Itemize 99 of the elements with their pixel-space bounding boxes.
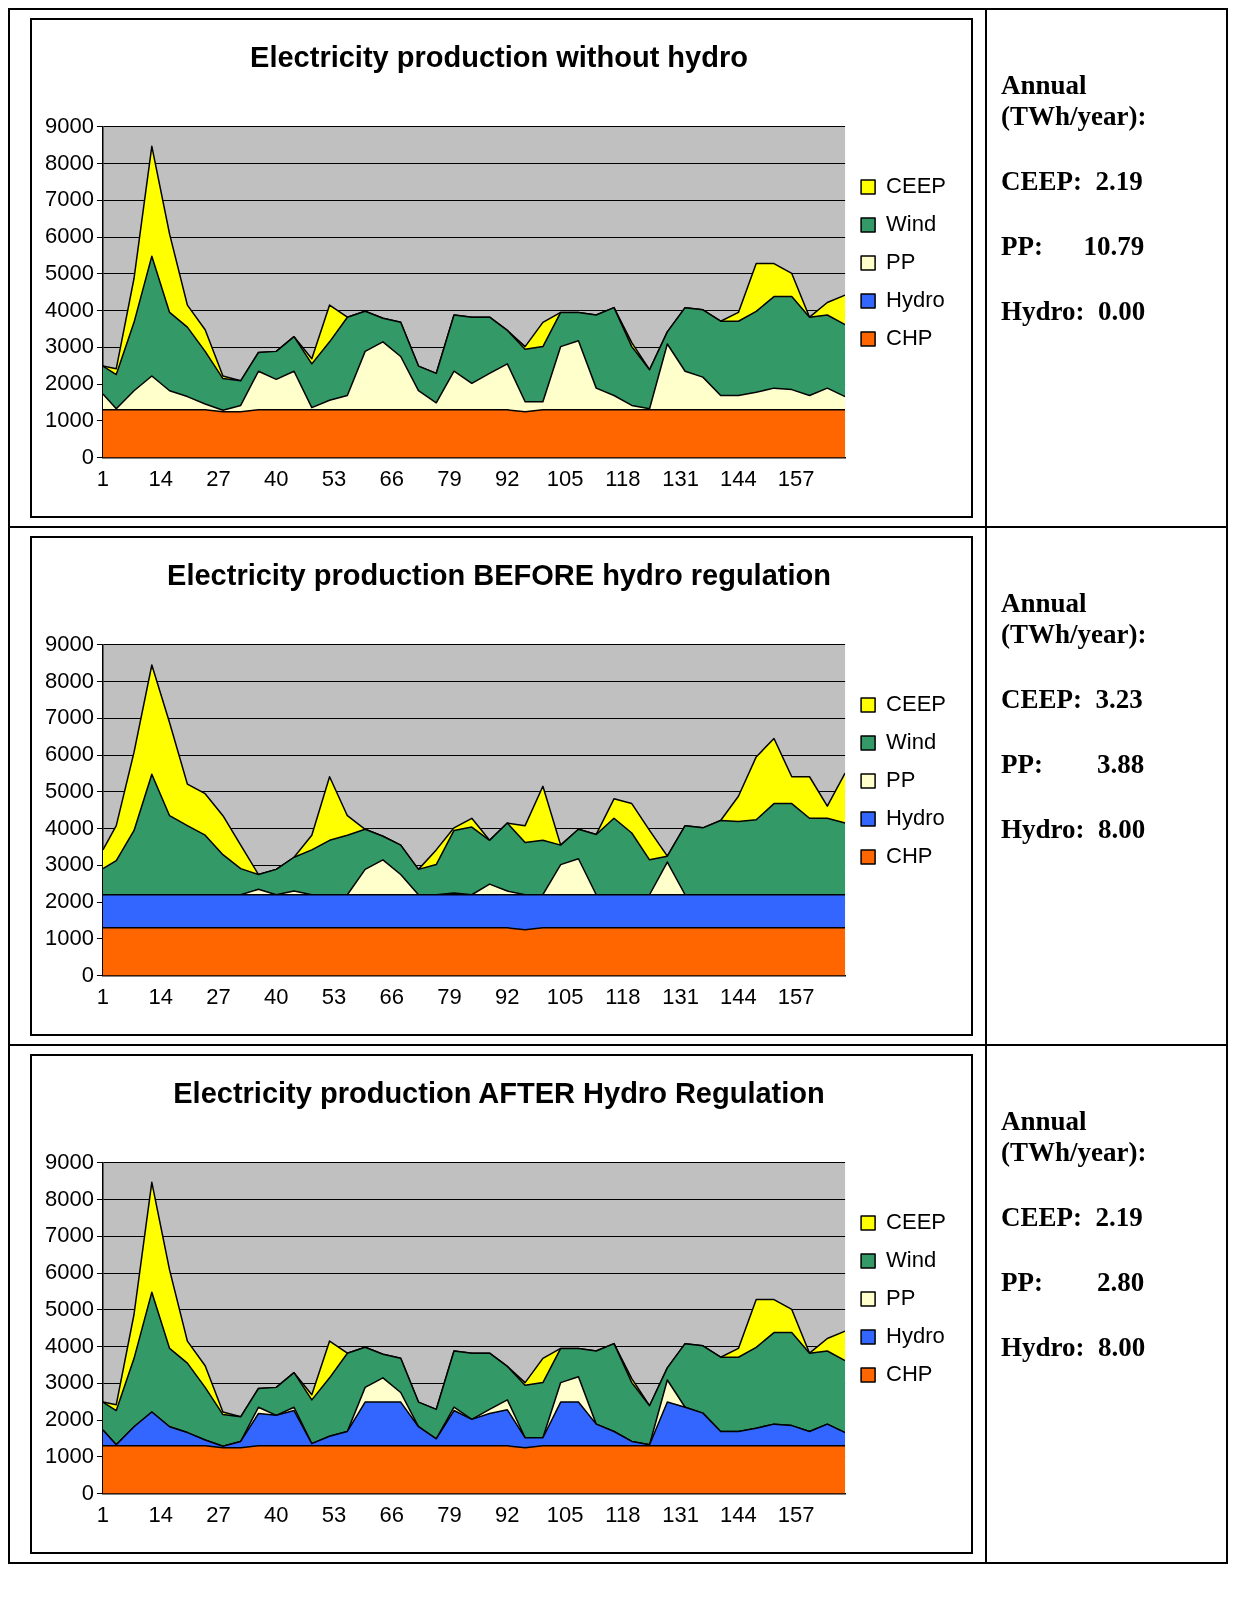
x-tick-label: 53: [321, 983, 347, 1009]
x-tick-label: 66: [379, 983, 405, 1009]
x-tick-label: 144: [720, 1501, 757, 1527]
x-tick-label: 40: [264, 983, 289, 1009]
x-tick-label: 1: [96, 465, 110, 491]
x-tick-label: 157: [777, 1501, 815, 1527]
x-tick-label: 27: [206, 983, 231, 1009]
text: Hydro: 8.00: [1001, 814, 1147, 845]
legend-label: CEEP: [886, 691, 947, 717]
y-tick-label: 5000: [44, 259, 94, 285]
legend-label: Hydro: [886, 805, 945, 831]
chart-title: Electricity production AFTER Hydro Regulation: [173, 1077, 825, 1110]
y-tick-label: 0: [81, 961, 94, 987]
x-tick-label: 105: [546, 983, 584, 1009]
x-tick-label: 14: [148, 983, 173, 1009]
y-tick-label: 2000: [44, 888, 94, 914]
legend-label: Hydro: [886, 1323, 945, 1349]
text: PP: 2.80: [1001, 1267, 1146, 1298]
legend-label: PP: [886, 249, 916, 275]
x-tick-label: 131: [662, 1501, 700, 1527]
y-tick-label: 4000: [44, 1332, 94, 1358]
x-tick-label: 118: [605, 465, 641, 491]
y-tick-label: 8000: [44, 1185, 94, 1211]
y-tick-label: 1000: [44, 924, 94, 950]
text: Annual (TWh/year):: [1001, 1106, 1148, 1168]
y-tick-label: 7000: [44, 1222, 94, 1248]
legend-label: CHP: [886, 1361, 933, 1387]
y-tick-label: 0: [81, 443, 94, 469]
x-tick-label: 144: [720, 983, 757, 1009]
x-tick-label: 40: [264, 1501, 289, 1527]
legend-label: CHP: [886, 325, 933, 351]
y-tick-label: 3000: [44, 1369, 94, 1395]
y-tick-label: 1000: [44, 1442, 94, 1468]
y-tick-label: 9000: [44, 630, 94, 656]
x-tick-label: 157: [777, 983, 815, 1009]
text: PP: 10.79: [1001, 231, 1146, 262]
x-tick-label: 157: [777, 465, 815, 491]
x-tick-label: 105: [546, 465, 584, 491]
x-tick-label: 92: [495, 983, 520, 1009]
legend-label: CEEP: [886, 173, 947, 199]
y-tick-label: 9000: [44, 1148, 94, 1174]
text: Annual (TWh/year):: [1001, 588, 1148, 650]
chart-title: Electricity production BEFORE hydro regulation: [167, 559, 831, 592]
text: Annual (TWh/year):: [1001, 70, 1148, 132]
x-tick-label: 118: [605, 1501, 641, 1527]
legend-label: PP: [886, 1285, 916, 1311]
y-tick-label: 8000: [44, 149, 94, 175]
x-tick-label: 1: [96, 1501, 110, 1527]
y-tick-label: 6000: [44, 1259, 94, 1285]
text: CEEP: 2.19: [1001, 166, 1144, 197]
y-tick-label: 5000: [44, 1295, 94, 1321]
y-tick-label: 3000: [44, 333, 94, 359]
y-tick-label: 0: [81, 1479, 94, 1505]
x-tick-label: 92: [495, 465, 520, 491]
text: Hydro: 0.00: [1001, 296, 1147, 327]
y-tick-label: 4000: [44, 814, 94, 840]
x-tick-label: 14: [148, 1501, 173, 1527]
legend-label: PP: [886, 767, 916, 793]
x-tick-label: 92: [495, 1501, 520, 1527]
x-tick-label: 14: [148, 465, 173, 491]
x-tick-label: 79: [437, 1501, 462, 1527]
y-tick-label: 7000: [44, 704, 94, 730]
x-tick-label: 79: [437, 983, 462, 1009]
y-tick-label: 3000: [44, 851, 94, 877]
y-tick-label: 7000: [44, 186, 94, 212]
x-tick-label: 131: [662, 983, 700, 1009]
x-tick-label: 27: [206, 1501, 231, 1527]
y-tick-label: 6000: [44, 223, 94, 249]
y-tick-label: 2000: [44, 370, 94, 396]
y-tick-label: 6000: [44, 741, 94, 767]
x-tick-label: 131: [662, 465, 700, 491]
text: CEEP: 3.23: [1001, 684, 1144, 715]
y-tick-label: 1000: [44, 406, 94, 432]
y-tick-label: 5000: [44, 777, 94, 803]
legend-label: Wind: [886, 729, 937, 755]
x-tick-label: 105: [546, 1501, 584, 1527]
x-tick-label: 118: [605, 983, 641, 1009]
x-tick-label: 53: [321, 465, 347, 491]
y-tick-label: 2000: [44, 1406, 94, 1432]
text: CEEP: 2.19: [1001, 1202, 1144, 1233]
x-tick-label: 40: [264, 465, 289, 491]
legend-label: CEEP: [886, 1209, 947, 1235]
x-tick-label: 79: [437, 465, 462, 491]
legend-label: Wind: [886, 211, 937, 237]
y-tick-label: 8000: [44, 667, 94, 693]
x-tick-label: 1: [96, 983, 110, 1009]
x-tick-label: 144: [720, 465, 757, 491]
x-tick-label: 53: [321, 1501, 347, 1527]
text: PP: 3.88: [1001, 749, 1146, 780]
legend-label: CHP: [886, 843, 933, 869]
y-tick-label: 9000: [44, 112, 94, 138]
x-tick-label: 27: [206, 465, 231, 491]
x-tick-label: 66: [379, 1501, 405, 1527]
legend-label: Wind: [886, 1247, 937, 1273]
chart-title: Electricity production without hydro: [250, 41, 748, 74]
legend-label: Hydro: [886, 287, 945, 313]
y-tick-label: 4000: [44, 296, 94, 322]
text: Hydro: 8.00: [1001, 1332, 1147, 1363]
x-tick-label: 66: [379, 465, 405, 491]
